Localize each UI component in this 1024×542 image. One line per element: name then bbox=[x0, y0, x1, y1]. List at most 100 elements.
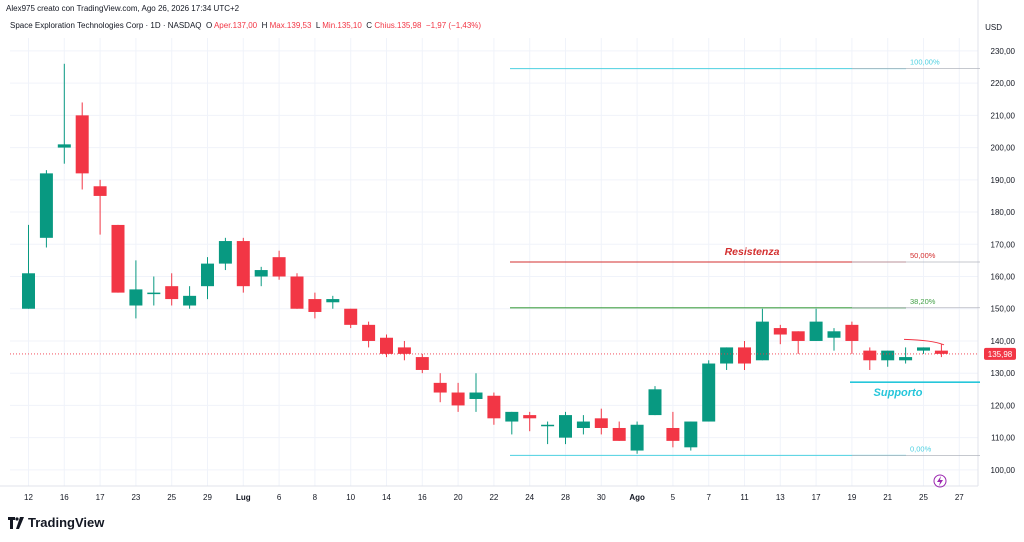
x-tick-label: 29 bbox=[203, 493, 212, 502]
symbol-name[interactable]: Space Exploration Technologies Corp · 1D… bbox=[10, 21, 202, 30]
tradingview-logo-icon bbox=[8, 516, 24, 529]
candle-body bbox=[612, 427, 626, 441]
y-tick-label: 130,00 bbox=[991, 369, 1016, 378]
high-value: Max.139,53 bbox=[269, 21, 312, 30]
candle-body bbox=[326, 299, 340, 303]
candle-body bbox=[183, 295, 197, 306]
candle-body bbox=[648, 389, 662, 416]
fib-level-label: 0,00% bbox=[910, 444, 932, 453]
price-axis[interactable]: 100,00 110,00 120,00 130,00 140,00 150,00 160,… bbox=[984, 47, 1016, 475]
time-axis[interactable]: 12 16 17 23 25 29 Lug 6 8 10 14 16 20 22 24 28 30 Ago 5 7 11… bbox=[24, 493, 964, 502]
y-tick-label: 200,00 bbox=[991, 144, 1016, 153]
fib-levels: 100,00% 50,00% 38,20% 0,00% bbox=[510, 58, 980, 456]
last-price-badge bbox=[984, 347, 1016, 360]
candle-body bbox=[863, 350, 877, 361]
x-tick-label: 6 bbox=[277, 493, 282, 502]
candle-body bbox=[129, 289, 143, 306]
currency-label: USD bbox=[985, 23, 1002, 32]
candle-body bbox=[201, 263, 214, 287]
last-price-label: 135,98 bbox=[988, 350, 1013, 359]
y-tick-label: 180,00 bbox=[991, 208, 1016, 217]
chart-caption: Alex975 creato con TradingView.com, Ago … bbox=[6, 4, 240, 13]
candle-body bbox=[218, 241, 232, 264]
candle-body bbox=[809, 321, 823, 341]
annotations: Resistenza Supporto bbox=[10, 246, 980, 488]
x-tick-label: 12 bbox=[24, 493, 33, 502]
candle-body bbox=[576, 421, 590, 428]
low-value: Min.135,10 bbox=[322, 21, 362, 30]
x-tick-label: Ago bbox=[629, 493, 645, 502]
candle-body bbox=[791, 331, 805, 341]
y-tick-label: 140,00 bbox=[991, 337, 1016, 346]
fib-level-label: 38,20% bbox=[910, 297, 936, 306]
fib-level-label: 50,00% bbox=[910, 251, 936, 260]
x-tick-label: 17 bbox=[96, 493, 105, 502]
x-tick-label: 22 bbox=[489, 493, 498, 502]
y-tick-label: 150,00 bbox=[991, 305, 1016, 314]
candle-body bbox=[93, 186, 107, 196]
fib-level-label: 100,00% bbox=[910, 58, 940, 67]
x-tick-label: 20 bbox=[454, 493, 463, 502]
candle-body bbox=[684, 421, 698, 448]
candle-body bbox=[22, 273, 35, 309]
candle-body bbox=[254, 270, 268, 277]
y-tick-label: 160,00 bbox=[991, 273, 1016, 282]
candle-body bbox=[469, 392, 483, 399]
candle-body bbox=[415, 357, 429, 370]
x-tick-label: 24 bbox=[525, 493, 534, 502]
candle-body bbox=[773, 328, 787, 335]
candle-body bbox=[630, 424, 644, 451]
candle-body bbox=[362, 324, 376, 341]
candle-body bbox=[523, 415, 537, 419]
symbol-ohlc-line: Space Exploration Technologies Corp · 1D… bbox=[10, 21, 481, 30]
candle-body bbox=[827, 331, 841, 338]
change-value: −1,97 (−1,43%) bbox=[425, 21, 482, 30]
x-tick-label: 28 bbox=[561, 493, 570, 502]
open-label: O bbox=[205, 21, 213, 30]
candle-body bbox=[380, 337, 393, 354]
x-tick-label: 7 bbox=[706, 493, 711, 502]
candle-body bbox=[702, 363, 716, 422]
candle-body bbox=[433, 382, 447, 393]
candle-body bbox=[290, 276, 304, 309]
x-tick-label: 30 bbox=[597, 493, 606, 502]
candle-body bbox=[397, 347, 411, 354]
x-tick-label: 21 bbox=[883, 493, 892, 502]
candle-body bbox=[559, 415, 572, 438]
candle-body bbox=[738, 347, 751, 364]
candle-body bbox=[917, 347, 930, 351]
candle-body bbox=[934, 350, 948, 354]
y-tick-label: 220,00 bbox=[991, 79, 1016, 88]
candle-body bbox=[755, 321, 769, 361]
lightning-bolt-icon bbox=[937, 476, 943, 486]
x-tick-label: 8 bbox=[313, 493, 318, 502]
projection-curve bbox=[903, 338, 945, 346]
candle-body bbox=[487, 395, 501, 419]
y-tick-label: 230,00 bbox=[991, 47, 1016, 56]
candle-body bbox=[57, 144, 71, 148]
candles bbox=[22, 63, 948, 454]
candle-body bbox=[666, 427, 680, 441]
y-tick-label: 170,00 bbox=[991, 240, 1016, 249]
candle-body bbox=[881, 350, 895, 361]
x-tick-label: 5 bbox=[671, 493, 676, 502]
candle-body bbox=[451, 392, 465, 406]
y-tick-label: 110,00 bbox=[991, 434, 1015, 443]
open-value: Aper.137,00 bbox=[213, 21, 258, 30]
y-tick-label: 210,00 bbox=[991, 111, 1016, 120]
brand-name: TradingView bbox=[28, 515, 105, 530]
x-tick-label: 16 bbox=[418, 493, 427, 502]
tradingview-logo[interactable]: TradingView bbox=[8, 515, 104, 530]
low-label: L bbox=[315, 21, 321, 30]
candle-body bbox=[845, 324, 859, 341]
candle-body bbox=[147, 292, 161, 295]
x-tick-label: 13 bbox=[776, 493, 785, 502]
x-tick-label: 19 bbox=[847, 493, 856, 502]
y-tick-label: 190,00 bbox=[991, 176, 1016, 185]
candle-body bbox=[39, 173, 53, 238]
candle-body bbox=[899, 357, 913, 361]
x-tick-label: 11 bbox=[740, 493, 749, 502]
lightning-icon bbox=[933, 474, 947, 488]
candle-body bbox=[505, 411, 519, 422]
